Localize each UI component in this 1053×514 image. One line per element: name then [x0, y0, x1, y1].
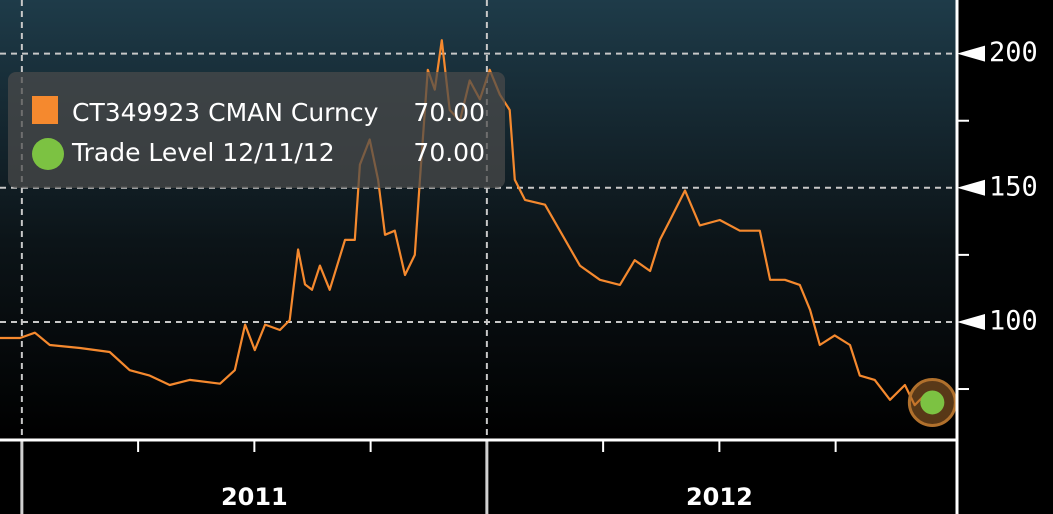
- x-tick-label: 2011: [221, 483, 288, 511]
- y-tick-marker: [957, 179, 985, 196]
- y-tick-marker: [957, 313, 985, 330]
- y-tick-label: 100: [989, 305, 1038, 336]
- legend-value: 70.00: [413, 98, 485, 127]
- legend-label: CT349923 CMAN Curncy: [72, 98, 379, 127]
- legend-label: Trade Level 12/11/12: [71, 138, 335, 167]
- legend-value: 70.00: [413, 138, 485, 167]
- legend-box: [8, 72, 505, 188]
- y-tick-marker: [957, 45, 985, 62]
- y-tick-label: 200: [989, 37, 1038, 68]
- legend-swatch: [32, 96, 58, 124]
- legend: CT349923 CMAN Curncy 70.00 Trade Level 1…: [8, 72, 505, 188]
- legend-swatch: [32, 138, 64, 170]
- y-tick-label: 150: [989, 171, 1038, 202]
- trade-level-point: [920, 390, 945, 415]
- x-tick-label: 2012: [686, 483, 753, 511]
